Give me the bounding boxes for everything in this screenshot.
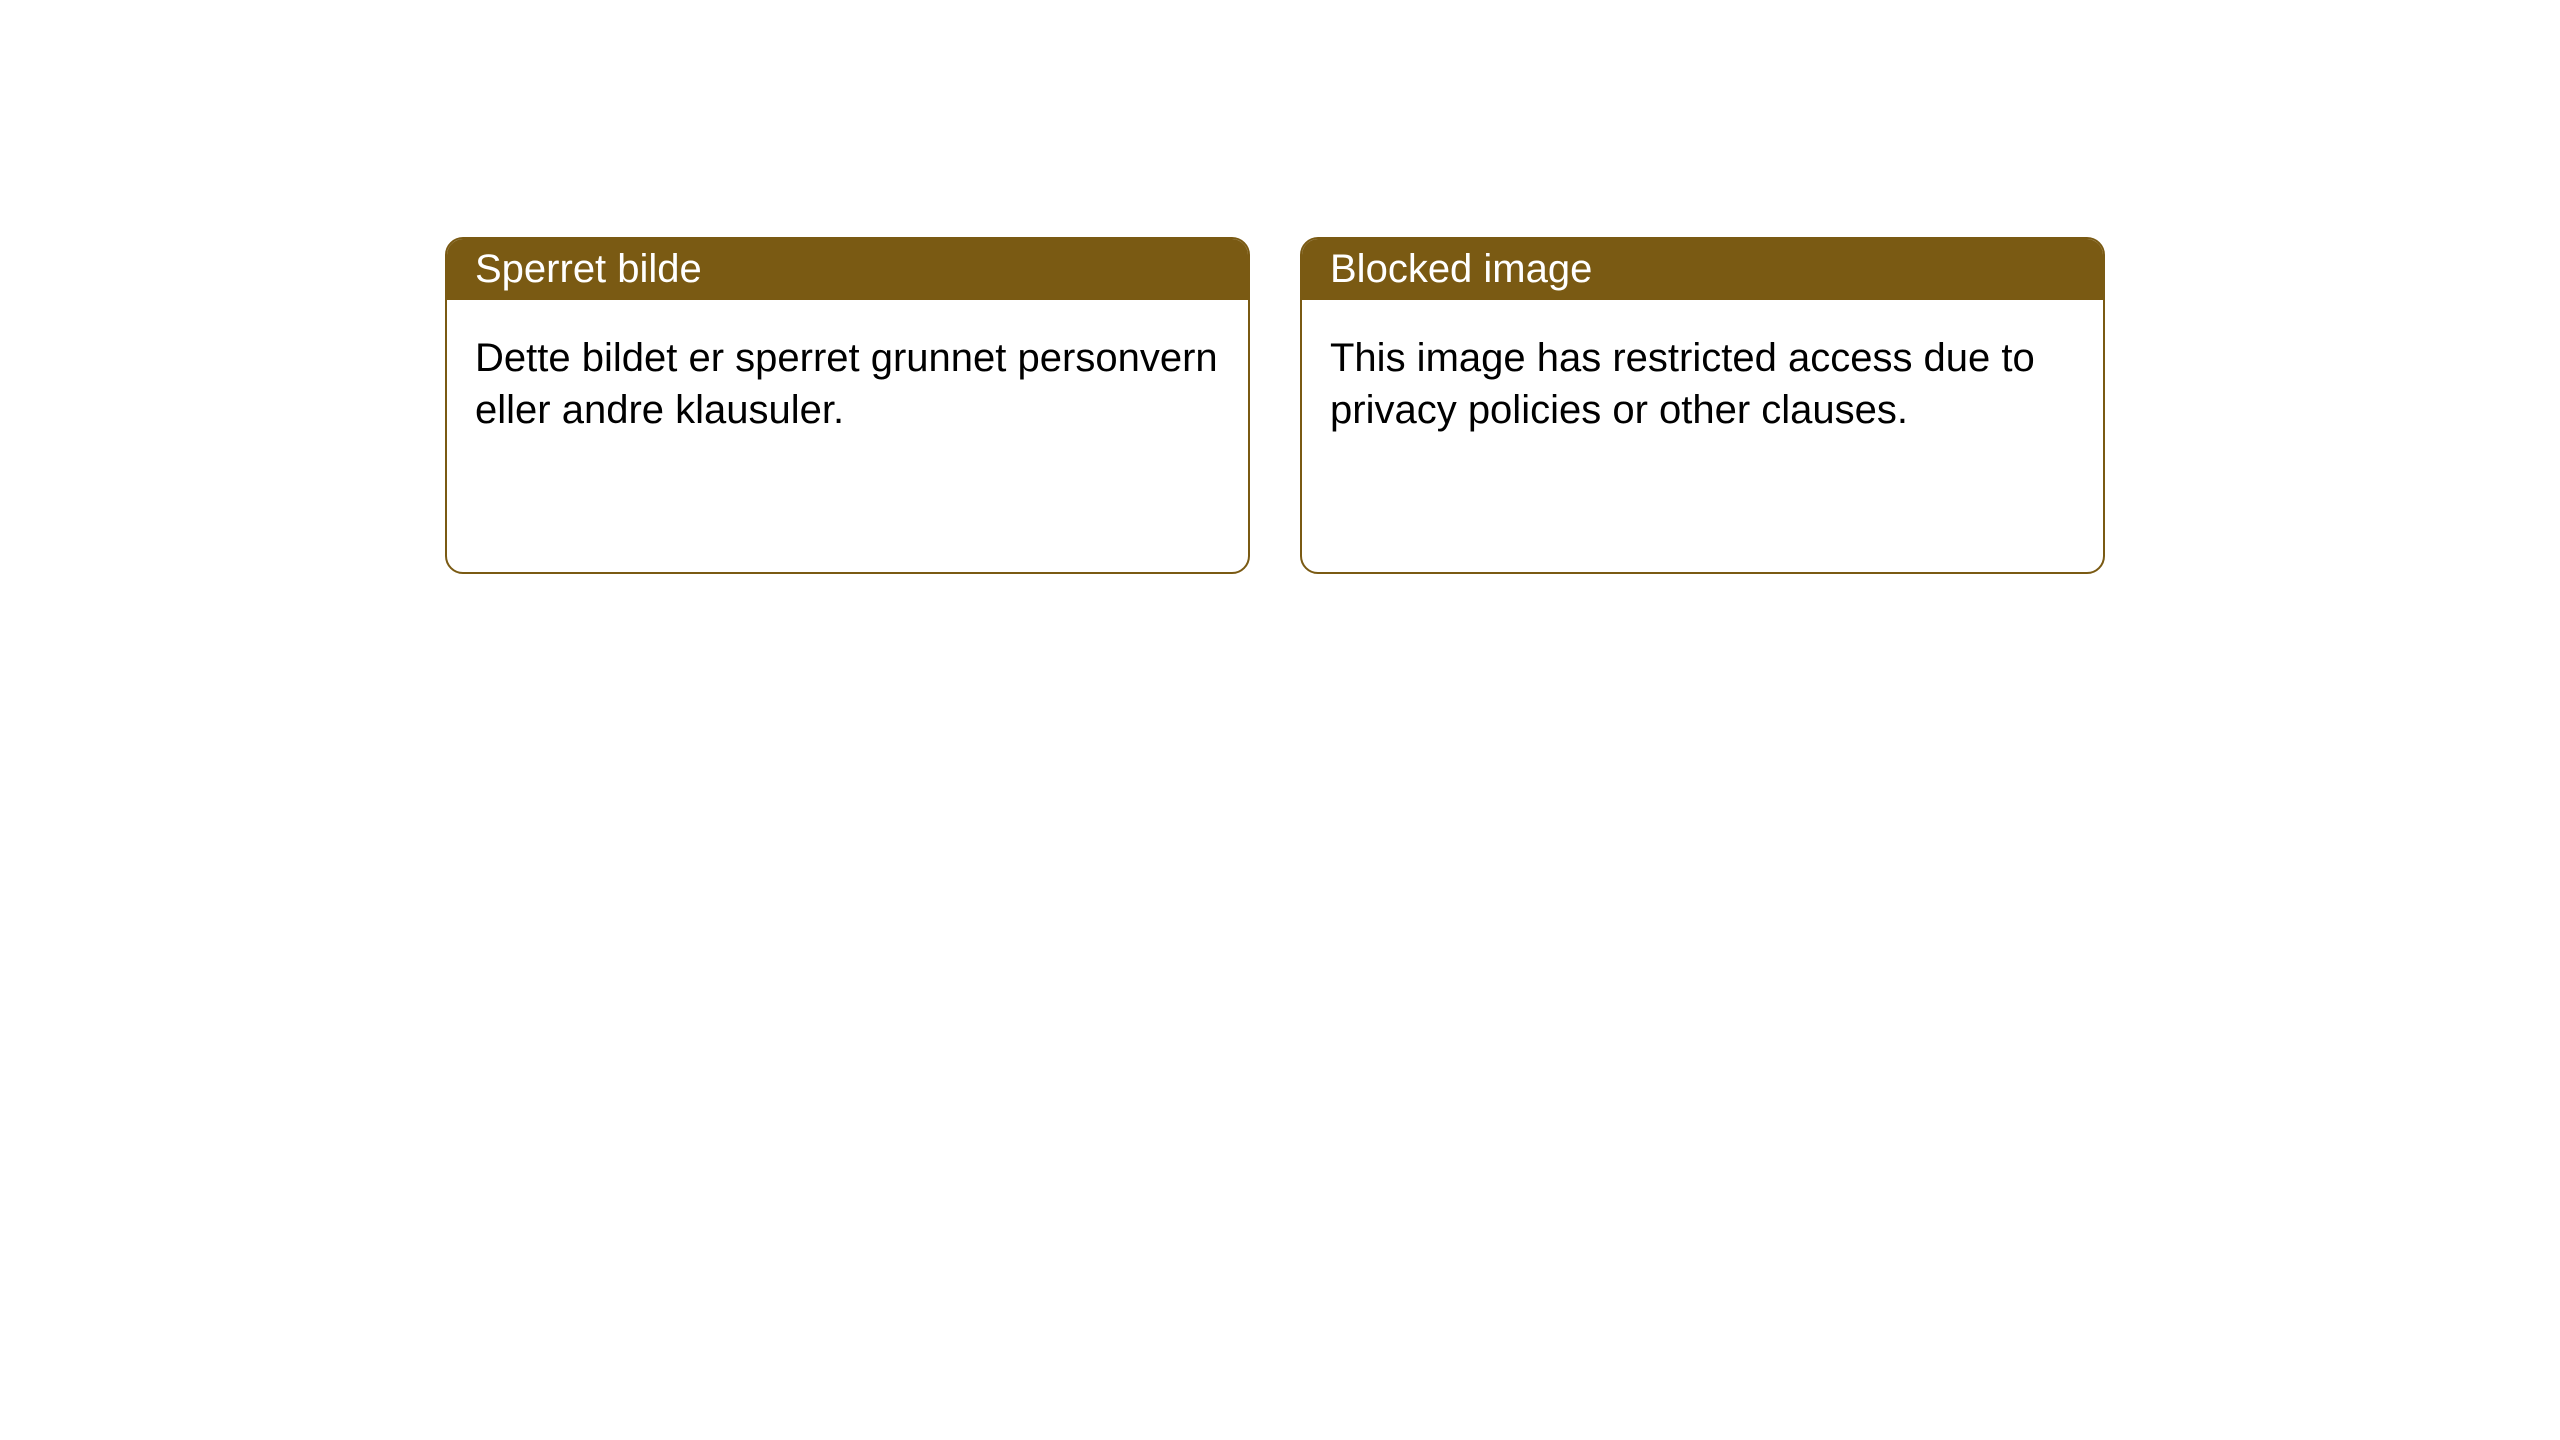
blocked-image-panel-no: Sperret bilde Dette bildet er sperret gr… [445,237,1250,574]
panel-header-en: Blocked image [1302,239,2103,300]
panel-body-text-no: Dette bildet er sperret grunnet personve… [475,336,1218,432]
notice-container: Sperret bilde Dette bildet er sperret gr… [0,0,2560,574]
panel-body-no: Dette bildet er sperret grunnet personve… [447,300,1248,468]
panel-body-en: This image has restricted access due to … [1302,300,2103,468]
panel-header-no: Sperret bilde [447,239,1248,300]
blocked-image-panel-en: Blocked image This image has restricted … [1300,237,2105,574]
panel-title-no: Sperret bilde [475,247,702,291]
panel-title-en: Blocked image [1330,247,1592,291]
panel-body-text-en: This image has restricted access due to … [1330,336,2035,432]
